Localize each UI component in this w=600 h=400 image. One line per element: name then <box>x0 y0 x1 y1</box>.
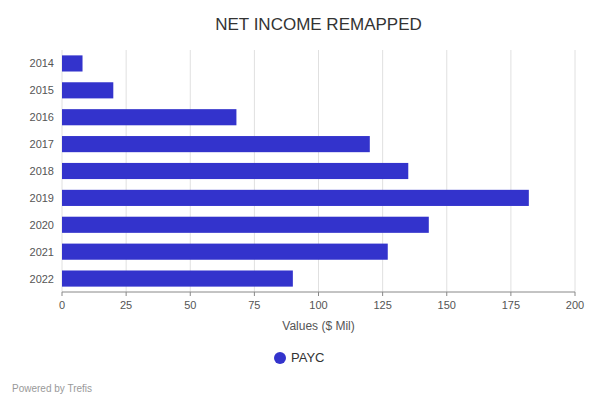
tick-mark <box>254 292 255 296</box>
bar <box>62 163 408 179</box>
tick-label: 200 <box>566 299 584 311</box>
tick-mark <box>62 292 63 296</box>
tick-label: 2021 <box>30 246 54 258</box>
bar <box>62 109 236 125</box>
tick-mark <box>575 292 576 296</box>
bar <box>62 136 370 152</box>
bar <box>62 217 429 233</box>
axis-line <box>62 292 575 293</box>
tick-label: 2016 <box>30 111 54 123</box>
tick-label: 2015 <box>30 84 54 96</box>
legend-marker <box>274 352 286 364</box>
tick-mark <box>510 292 511 296</box>
chart-container: NET INCOME REMAPPED 0 25 50 75 100 125 150 175 20… <box>0 0 600 400</box>
tick-label: 2019 <box>30 192 54 204</box>
grid-line <box>575 50 576 292</box>
bar <box>62 55 83 71</box>
tick-label: 2014 <box>30 57 54 69</box>
tick-mark <box>190 292 191 296</box>
bar <box>62 244 388 260</box>
tick-label: 50 <box>184 299 196 311</box>
title: NET INCOME REMAPPED <box>215 15 422 34</box>
legend-label: PAYC <box>291 350 324 365</box>
tick-label: 0 <box>59 299 65 311</box>
legend: PAYC <box>274 350 324 365</box>
tick-label: 75 <box>248 299 260 311</box>
tick-label: 100 <box>309 299 327 311</box>
y-axis: 2014 2015 2016 2017 2018 2019 2020 2021 2022 <box>30 57 54 284</box>
tick-label: 25 <box>120 299 132 311</box>
chart: NET INCOME REMAPPED 0 25 50 75 100 125 150 175 20… <box>0 0 600 400</box>
tick-mark <box>126 292 127 296</box>
bar <box>62 82 113 98</box>
tick-label: 2018 <box>30 165 54 177</box>
bar <box>62 270 293 286</box>
tick-label: 2020 <box>30 219 54 231</box>
tick-label: 2017 <box>30 138 54 150</box>
tick-label: 125 <box>373 299 391 311</box>
tick-mark <box>446 292 447 296</box>
tick-label: 175 <box>502 299 520 311</box>
grid-line <box>446 50 447 292</box>
tick-mark <box>382 292 383 296</box>
axis-label: Values ($ Mil) <box>282 319 354 333</box>
background <box>0 0 600 400</box>
grid <box>62 50 575 292</box>
tick-mark <box>318 292 319 296</box>
grid-line <box>510 50 511 292</box>
bars <box>62 55 529 286</box>
x-axis: 0 25 50 75 100 125 150 175 200 <box>59 292 584 311</box>
watermark: Powered by Trefis <box>12 383 92 394</box>
bar <box>62 190 529 206</box>
tick-label: 150 <box>438 299 456 311</box>
tick-label: 2022 <box>30 273 54 285</box>
